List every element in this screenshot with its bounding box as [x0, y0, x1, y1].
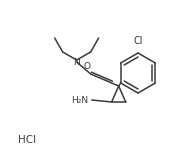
- Text: Cl: Cl: [133, 36, 143, 46]
- Text: O: O: [83, 61, 90, 71]
- Text: H₂N: H₂N: [72, 95, 89, 105]
- Text: HCl: HCl: [18, 135, 36, 145]
- Text: N: N: [73, 57, 80, 67]
